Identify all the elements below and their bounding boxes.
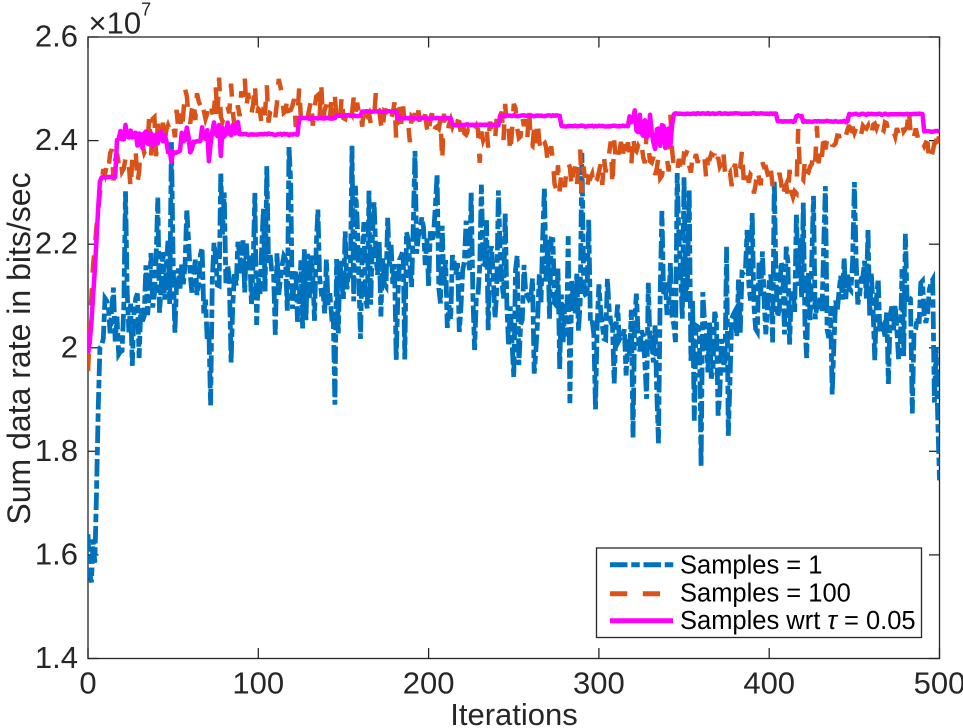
svg-text:200: 200	[403, 666, 455, 701]
svg-text:Samples = 1: Samples = 1	[680, 552, 822, 580]
svg-text:2.2: 2.2	[35, 226, 78, 261]
svg-text:400: 400	[743, 666, 795, 701]
svg-text:1.8: 1.8	[35, 433, 78, 468]
svg-text:0: 0	[79, 666, 96, 701]
svg-text:2.6: 2.6	[35, 19, 78, 54]
svg-text:1.6: 1.6	[35, 536, 78, 571]
svg-text:Iterations: Iterations	[450, 697, 578, 728]
svg-text:Samples wrt τ = 0.05: Samples wrt τ = 0.05	[680, 607, 916, 635]
svg-text:500: 500	[914, 666, 963, 701]
svg-text:Samples = 100: Samples = 100	[680, 579, 851, 607]
svg-text:2.4: 2.4	[35, 122, 78, 157]
svg-text:100: 100	[232, 666, 284, 701]
svg-text:×107: ×107	[89, 0, 152, 41]
svg-text:1.4: 1.4	[35, 640, 78, 675]
svg-text:Sum data rate in bits/sec: Sum data rate in bits/sec	[1, 172, 37, 524]
svg-text:2: 2	[61, 329, 78, 364]
svg-text:300: 300	[573, 666, 625, 701]
